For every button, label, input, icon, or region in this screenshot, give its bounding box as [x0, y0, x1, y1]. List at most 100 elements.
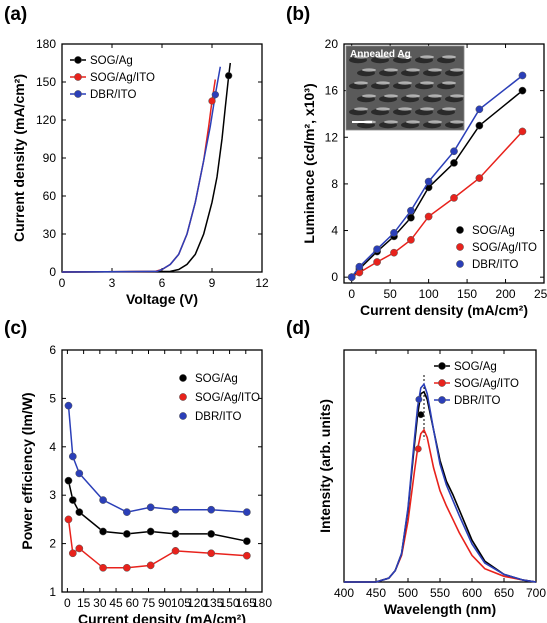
data-point: [171, 505, 180, 514]
legend-label: SOG/Ag: [195, 373, 238, 385]
legend-marker: [74, 90, 82, 98]
inset-texture: [384, 94, 398, 98]
y-tick-label: 16: [325, 84, 339, 98]
inset-texture: [442, 55, 456, 59]
data-point: [207, 505, 216, 514]
data-point: [475, 174, 484, 182]
legend-marker: [456, 260, 464, 268]
x-tick-label: 165: [236, 596, 256, 610]
data-point: [414, 445, 422, 453]
y-tick-label: 4: [49, 440, 56, 454]
x-tick-label: 50: [383, 287, 397, 301]
legend-label: SOG/Ag: [472, 225, 515, 237]
x-tick-label: 200: [496, 287, 516, 301]
x-tick-label: 400: [334, 586, 354, 600]
series-line: [344, 382, 537, 583]
x-tick-label: 60: [126, 596, 140, 610]
x-tick-label: 650: [494, 586, 514, 600]
inset-texture: [442, 81, 456, 85]
x-tick-label: 700: [526, 586, 546, 600]
plot-frame: [343, 43, 545, 284]
y-tick-label: 0: [331, 270, 338, 284]
data-point: [347, 273, 356, 282]
x-tick-label: 450: [366, 586, 386, 600]
x-tick-label: 90: [158, 596, 172, 610]
legend-marker: [179, 412, 187, 420]
data-point: [518, 127, 527, 136]
data-point: [99, 527, 107, 536]
data-point: [450, 159, 458, 167]
x-axis-label: Wavelength (nm): [384, 601, 496, 617]
y-tick-label: 5: [49, 391, 56, 405]
data-point: [146, 527, 155, 536]
x-tick-label: 120: [187, 596, 207, 610]
legend-label: SOG/Ag/ITO: [454, 378, 519, 390]
data-point: [207, 530, 216, 538]
y-tick-label: 6: [49, 343, 56, 357]
legend-label: SOG/Ag/ITO: [90, 72, 155, 84]
legend-marker: [74, 73, 82, 81]
inset-texture: [384, 68, 398, 72]
series-line: [61, 66, 222, 273]
x-tick-label: 75: [142, 596, 156, 610]
inset-texture: [398, 81, 412, 85]
data-point: [373, 258, 381, 266]
x-tick-label: 150: [457, 287, 477, 301]
legend-marker: [74, 56, 82, 64]
legend-label: SOG/Ag: [454, 361, 497, 373]
y-tick-label: 3: [49, 488, 56, 502]
x-tick-label: 6: [159, 276, 166, 290]
inset-texture: [354, 107, 368, 111]
data-point: [518, 71, 527, 80]
y-tick-label: 20: [325, 37, 339, 51]
data-point: [415, 395, 423, 403]
x-tick-label: 0: [348, 287, 355, 301]
y-axis-label: Intensity (arb. units): [317, 399, 333, 533]
x-tick-label: 135: [203, 596, 223, 610]
legend-label: DBR/ITO: [90, 89, 136, 101]
panel-label-a: (a): [4, 4, 27, 25]
x-tick-label: 0: [64, 596, 71, 610]
data-point: [390, 248, 398, 257]
x-tick-label: 105: [171, 596, 191, 610]
x-tick-label: 600: [462, 586, 482, 600]
panel-d-chart: 400 450 500 550 600 650 700 Wavelength (nm) Inte…: [317, 349, 546, 617]
x-tick-label: 250: [534, 287, 547, 301]
data-point: [373, 245, 381, 254]
inset-texture: [428, 68, 442, 72]
data-point: [75, 469, 84, 478]
panel-label-c: (c): [4, 318, 27, 339]
legend-label: DBR/ITO: [454, 395, 500, 407]
x-tick-label: 30: [93, 596, 107, 610]
inset-texture: [428, 94, 442, 98]
data-point: [417, 411, 425, 419]
legend-marker: [438, 379, 446, 387]
panel-label-b: (b): [286, 4, 310, 25]
x-tick-label: 0: [59, 276, 66, 290]
x-tick-label: 9: [209, 276, 216, 290]
inset-texture: [398, 55, 412, 59]
legend-marker: [179, 393, 187, 401]
y-tick-label: 150: [36, 75, 56, 89]
data-point: [99, 563, 107, 572]
data-point: [123, 530, 131, 538]
inset-texture: [376, 55, 390, 59]
data-point: [171, 530, 180, 538]
data-point: [407, 236, 415, 244]
legend-marker: [456, 226, 464, 234]
inset-texture: [428, 120, 442, 124]
data-point: [207, 549, 216, 558]
data-point: [450, 194, 458, 202]
data-point: [211, 91, 219, 99]
y-tick-label: 1: [49, 585, 56, 599]
y-axis-label: Current density (mA/cm²): [11, 74, 27, 242]
legend-marker: [438, 396, 446, 404]
x-tick-label: 3: [109, 276, 116, 290]
inset-label: Annealed Ag: [350, 49, 411, 60]
legend-marker: [456, 243, 464, 251]
data-point: [171, 547, 180, 555]
data-point: [123, 508, 131, 516]
plot-frame: [61, 349, 263, 593]
legend-label: SOG/Ag/ITO: [472, 242, 537, 254]
